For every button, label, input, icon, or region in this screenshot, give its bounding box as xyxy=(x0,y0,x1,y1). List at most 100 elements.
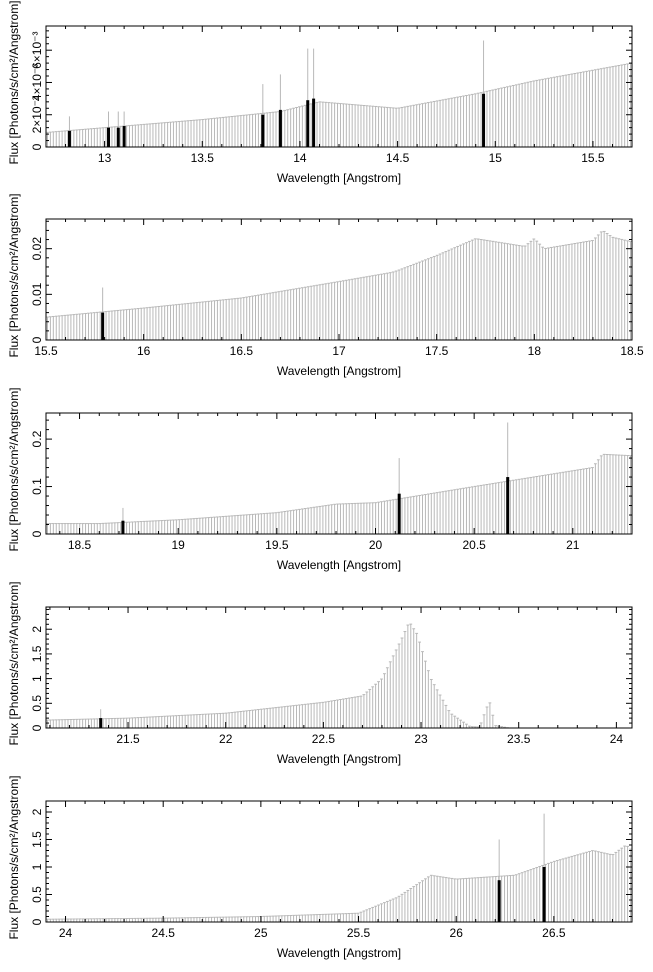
x-tick-label: 14 xyxy=(293,151,307,165)
y-axis-label: Flux [Photons/s/cm²/Angstrom] xyxy=(7,193,21,357)
x-tick-label: 17 xyxy=(332,344,346,358)
x-tick-label: 21 xyxy=(566,538,580,552)
y-tick-label: 0 xyxy=(30,143,44,150)
x-axis-label: Wavelength [Angstrom] xyxy=(277,364,401,378)
x-tick-label: 18.5 xyxy=(620,344,644,358)
y-axis-ticks: 0 0.1 0.2 xyxy=(30,419,632,537)
x-tick-label: 19 xyxy=(172,538,186,552)
x-axis-ticks: 24 24.5 25 25.5 26 26.5 xyxy=(45,801,633,940)
y-tick-label: 1 xyxy=(30,675,44,682)
continuum-bins xyxy=(46,230,632,340)
y-axis-label: Flux [Photons/s/cm²/Angstrom] xyxy=(7,387,21,551)
line-flux-bar xyxy=(122,126,126,147)
continuum-bins xyxy=(46,62,632,147)
y-tick-label: 2×10⁻³ xyxy=(30,96,44,133)
y-tick-label: 0.5 xyxy=(30,886,44,903)
x-tick-label: 25 xyxy=(254,926,268,940)
line-flux-bar xyxy=(312,98,316,147)
x-tick-label: 23.5 xyxy=(507,732,531,746)
y-tick-label: 1 xyxy=(30,863,44,870)
line-flux-bar xyxy=(67,130,71,147)
x-tick-label: 20 xyxy=(369,538,383,552)
line-flux-bar xyxy=(99,718,103,728)
line-flux-bar xyxy=(306,100,310,147)
x-tick-label: 15 xyxy=(489,151,503,165)
line-flux-bar xyxy=(542,867,546,922)
x-tick-label: 20.5 xyxy=(462,538,486,552)
y-tick-label: 0.2 xyxy=(30,430,44,447)
plot-frame xyxy=(45,412,633,535)
x-tick-label: 26 xyxy=(450,926,464,940)
x-tick-label: 15.5 xyxy=(34,344,58,358)
line-flux-bar xyxy=(397,493,401,534)
x-tick-label: 24 xyxy=(59,926,73,940)
y-tick-label: 4×10⁻³ xyxy=(30,64,44,101)
x-axis-label: Wavelength [Angstrom] xyxy=(277,752,401,766)
y-axis-ticks: 0 2×10⁻³4×10⁻³6×10⁻³ xyxy=(30,30,632,150)
x-tick-label: 16.5 xyxy=(230,344,254,358)
x-axis-ticks: 13 13.5 14 14.5 15 15.5 xyxy=(45,26,633,165)
line-flux-bar xyxy=(278,109,282,147)
line-flux-bar xyxy=(482,93,486,147)
x-tick-label: 24 xyxy=(610,732,624,746)
line-markers xyxy=(101,287,105,340)
y-tick-label: 2 xyxy=(30,626,44,633)
y-axis-label: Flux [Photons/s/cm²/Angstrom] xyxy=(7,0,21,164)
x-tick-label: 18.5 xyxy=(68,538,92,552)
x-tick-label: 13 xyxy=(98,151,112,165)
x-axis-ticks: 21.5 22 22.5 23 23.5 24 xyxy=(49,607,624,746)
line-flux-bar xyxy=(116,127,120,147)
x-tick-label: 23 xyxy=(414,732,428,746)
chart-panel-3: 18.5 19 19.5 20 20.5 21 0 0.1 0.2 Wavelength [Ang… xyxy=(7,387,633,572)
y-tick-label: 0 xyxy=(30,724,44,731)
x-tick-label: 16 xyxy=(137,344,151,358)
y-axis-label: Flux [Photons/s/cm²/Angstrom] xyxy=(7,775,21,939)
y-tick-label: 0.01 xyxy=(30,282,44,306)
x-tick-label: 22.5 xyxy=(312,732,336,746)
line-flux-bar xyxy=(107,127,111,147)
x-axis-ticks: 15.5 16 16.5 17 17.5 18 18.5 xyxy=(34,219,644,358)
y-tick-label: 0.5 xyxy=(30,695,44,712)
line-flux-bar xyxy=(506,477,510,534)
plot-frame xyxy=(45,25,633,148)
line-flux-bar xyxy=(101,312,105,340)
x-axis-label: Wavelength [Angstrom] xyxy=(277,946,401,960)
x-axis-label: Wavelength [Angstrom] xyxy=(277,558,401,572)
x-tick-label: 14.5 xyxy=(386,151,410,165)
x-tick-label: 24.5 xyxy=(152,926,176,940)
x-axis-ticks: 18.5 19 19.5 20 20.5 21 xyxy=(59,413,633,552)
x-axis-label: Wavelength [Angstrom] xyxy=(277,171,401,185)
plot-frame xyxy=(45,218,633,341)
plot-frame xyxy=(45,606,633,729)
y-tick-label: 6×10⁻³ xyxy=(30,32,44,69)
y-tick-label: 1.5 xyxy=(30,831,44,848)
line-markers xyxy=(99,709,103,728)
continuum-bins xyxy=(46,623,509,729)
y-tick-label: 0 xyxy=(30,530,44,537)
x-tick-label: 13.5 xyxy=(191,151,215,165)
y-tick-label: 0 xyxy=(30,336,44,343)
y-tick-label: 0.1 xyxy=(30,478,44,495)
x-tick-label: 26.5 xyxy=(542,926,566,940)
chart-panel-1: 13 13.5 14 14.5 15 15.5 0 2×10⁻³4×10⁻³6×10⁻³ Wav… xyxy=(7,0,633,185)
y-axis-label: Flux [Photons/s/cm²/Angstrom] xyxy=(7,581,21,745)
x-tick-label: 17.5 xyxy=(425,344,449,358)
y-tick-label: 2 xyxy=(30,808,44,815)
x-tick-label: 21.5 xyxy=(116,732,140,746)
x-tick-label: 25.5 xyxy=(347,926,371,940)
y-tick-label: 0.02 xyxy=(30,237,44,261)
x-tick-label: 15.5 xyxy=(581,151,605,165)
y-axis-ticks: 0 0.01 0.02 xyxy=(30,220,632,343)
line-markers xyxy=(497,813,546,922)
y-axis-ticks: 0 0.5 1 1.5 2 xyxy=(30,800,632,925)
x-tick-label: 18 xyxy=(528,344,542,358)
x-tick-label: 19.5 xyxy=(265,538,289,552)
x-tick-label: 22 xyxy=(219,732,233,746)
line-flux-bar xyxy=(497,880,501,922)
line-flux-bar xyxy=(261,114,265,147)
y-tick-label: 0 xyxy=(30,918,44,925)
y-axis-ticks: 0 0.5 1 1.5 2 xyxy=(30,608,632,731)
continuum-bins xyxy=(46,453,632,534)
chart-panel-4: 21.5 22 22.5 23 23.5 24 0 0.5 1 1.5 2 Wavelength [A… xyxy=(7,581,633,766)
